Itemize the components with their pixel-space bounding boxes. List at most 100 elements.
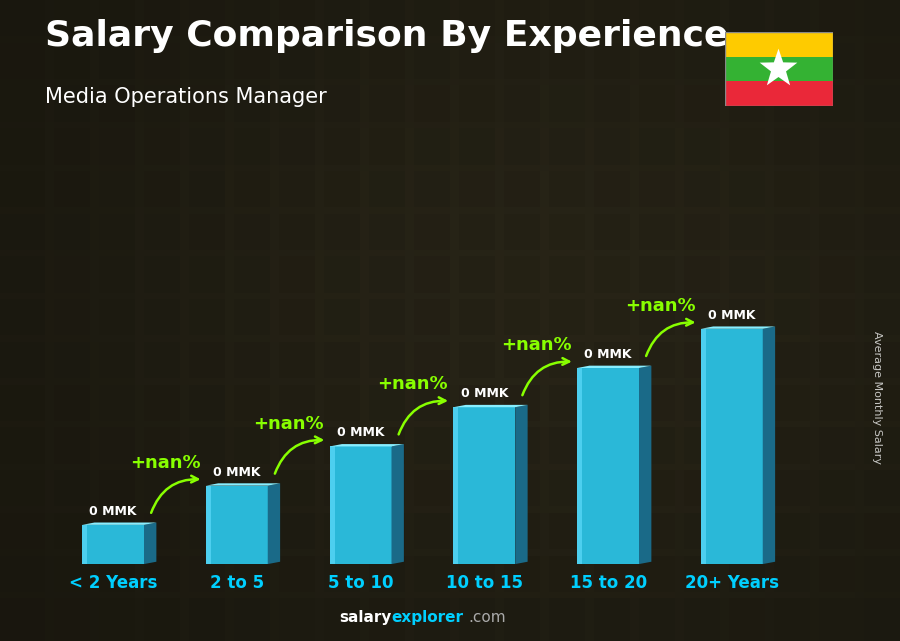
Bar xyxy=(495,506,549,556)
Bar xyxy=(765,37,819,85)
Bar xyxy=(270,335,324,385)
Bar xyxy=(450,207,504,256)
Polygon shape xyxy=(454,405,527,407)
Bar xyxy=(270,549,324,598)
Bar xyxy=(810,0,864,43)
Bar xyxy=(585,592,639,641)
Bar xyxy=(630,335,684,385)
Bar xyxy=(585,335,639,385)
Bar xyxy=(90,165,144,213)
Bar xyxy=(675,250,729,299)
Bar xyxy=(225,250,279,299)
Bar xyxy=(405,0,459,43)
Bar xyxy=(540,79,594,128)
Bar xyxy=(720,0,774,43)
Bar xyxy=(675,506,729,556)
Polygon shape xyxy=(760,49,797,85)
Bar xyxy=(45,506,99,556)
Bar xyxy=(45,463,99,513)
Bar xyxy=(765,506,819,556)
Bar xyxy=(450,37,504,85)
Bar xyxy=(270,506,324,556)
Bar xyxy=(45,0,99,43)
Bar xyxy=(585,122,639,171)
Bar xyxy=(720,207,774,256)
Bar xyxy=(720,165,774,213)
Bar xyxy=(90,207,144,256)
Bar xyxy=(810,250,864,299)
Bar xyxy=(45,592,99,641)
Polygon shape xyxy=(392,444,404,564)
Bar xyxy=(675,0,729,43)
Polygon shape xyxy=(268,483,280,564)
Bar xyxy=(450,122,504,171)
Bar xyxy=(495,122,549,171)
Text: 0 MMK: 0 MMK xyxy=(584,348,632,361)
Bar xyxy=(585,549,639,598)
Bar xyxy=(630,250,684,299)
Bar xyxy=(855,37,900,85)
Bar xyxy=(135,37,189,85)
Bar xyxy=(82,525,87,564)
Bar xyxy=(135,79,189,128)
Bar xyxy=(225,0,279,43)
Bar xyxy=(720,463,774,513)
Bar xyxy=(360,122,414,171)
Bar xyxy=(855,165,900,213)
Polygon shape xyxy=(206,483,280,486)
Bar xyxy=(810,378,864,428)
Bar xyxy=(630,79,684,128)
Bar xyxy=(225,37,279,85)
Bar xyxy=(315,592,369,641)
Bar xyxy=(495,207,549,256)
Bar xyxy=(450,421,504,470)
Bar xyxy=(675,592,729,641)
Bar xyxy=(765,592,819,641)
Bar xyxy=(315,335,369,385)
Bar xyxy=(855,463,900,513)
Bar xyxy=(585,207,639,256)
Bar xyxy=(270,122,324,171)
Bar xyxy=(0,378,54,428)
Bar xyxy=(585,378,639,428)
Bar xyxy=(540,549,594,598)
Bar xyxy=(270,250,324,299)
Bar xyxy=(495,165,549,213)
Bar xyxy=(765,79,819,128)
Bar xyxy=(630,165,684,213)
Bar xyxy=(540,37,594,85)
Bar xyxy=(225,79,279,128)
Bar xyxy=(810,506,864,556)
Bar xyxy=(90,122,144,171)
Polygon shape xyxy=(329,444,404,446)
Bar xyxy=(585,37,639,85)
Bar xyxy=(315,122,369,171)
Bar xyxy=(329,446,335,564)
Bar xyxy=(315,207,369,256)
Bar xyxy=(90,335,144,385)
Bar xyxy=(360,592,414,641)
Bar xyxy=(135,506,189,556)
Bar xyxy=(577,368,582,564)
Bar xyxy=(270,463,324,513)
Bar xyxy=(540,250,594,299)
Bar xyxy=(675,165,729,213)
Bar xyxy=(225,207,279,256)
Text: Media Operations Manager: Media Operations Manager xyxy=(45,87,327,106)
Bar xyxy=(135,0,189,43)
Text: .com: .com xyxy=(468,610,506,625)
Bar xyxy=(90,592,144,641)
Bar xyxy=(360,0,414,43)
Bar xyxy=(630,421,684,470)
Bar xyxy=(495,335,549,385)
Bar xyxy=(180,250,234,299)
Bar xyxy=(720,421,774,470)
Bar xyxy=(225,165,279,213)
Bar xyxy=(675,421,729,470)
Bar xyxy=(855,335,900,385)
Bar xyxy=(315,293,369,342)
Bar xyxy=(270,207,324,256)
Bar xyxy=(0,592,54,641)
Bar xyxy=(360,378,414,428)
Bar xyxy=(206,486,211,564)
